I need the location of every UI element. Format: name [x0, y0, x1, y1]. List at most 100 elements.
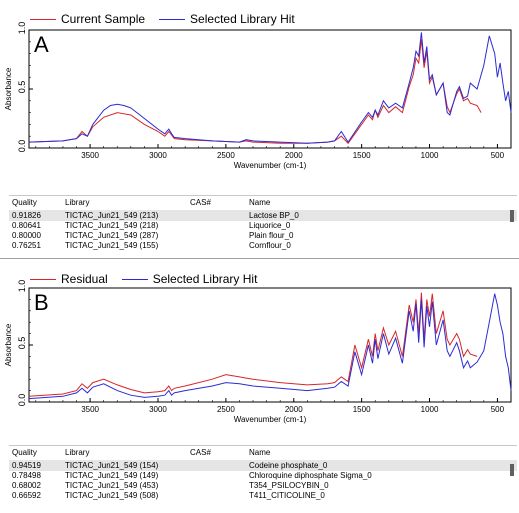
cell-cas	[187, 211, 246, 221]
table-row[interactable]: 0.91826 TICTAC_Jun21_549 (213) Lactose B…	[9, 211, 517, 221]
col-library[interactable]: Library	[65, 448, 90, 457]
y-tick-label: 0.5	[17, 81, 27, 94]
legend-swatch	[159, 18, 186, 20]
table-row[interactable]: 0.66592 TICTAC_Jun21_549 (508) T411_CITI…	[9, 491, 517, 501]
panel-divider	[0, 258, 519, 259]
y-tick-label: 1.0	[17, 280, 27, 293]
cell-library: TICTAC_Jun21_549 (149)	[65, 471, 159, 480]
panel-b: Residual Selected Library Hit 0.0 0.5 1.0 A…	[0, 260, 519, 513]
cell-cas	[187, 481, 246, 491]
cell-cas	[187, 241, 246, 251]
table-header: Quality Library CAS# Name	[9, 446, 517, 461]
x-tick-label: 1500	[353, 151, 371, 160]
panel-letter: A	[34, 32, 49, 57]
y-tick-label: 0.5	[17, 337, 27, 350]
x-tick-label: 2500	[217, 405, 235, 414]
cell-library: TICTAC_Jun21_549 (218)	[65, 221, 159, 230]
y-tick-label: 1.0	[17, 22, 27, 35]
y-axis-label: Absorbance	[4, 67, 13, 110]
x-tick-label: 1000	[421, 405, 439, 414]
col-cas[interactable]: CAS#	[190, 448, 211, 457]
table-row[interactable]: 0.80641 TICTAC_Jun21_549 (218) Liquorice…	[9, 221, 517, 231]
x-tick-label: 500	[491, 405, 505, 414]
x-axis-label: Wavenumber (cm-1)	[234, 161, 307, 170]
cell-quality: 0.94519	[12, 461, 41, 470]
x-tick-label: 1000	[421, 151, 439, 160]
cell-name: Codeine phosphate_0	[249, 461, 328, 470]
cell-name: Plain flour_0	[249, 231, 294, 240]
legend-item: Selected Library Hit	[159, 12, 295, 26]
legend-item: Residual	[30, 272, 108, 286]
cell-name: Liquorice_0	[249, 221, 291, 230]
cell-cas	[187, 461, 246, 471]
results-table: Quality Library CAS# Name 0.94519 TICTAC…	[9, 445, 517, 512]
legend-swatch	[30, 18, 56, 20]
series-line	[28, 293, 512, 400]
legend-label: Selected Library Hit	[152, 272, 258, 286]
cell-library: TICTAC_Jun21_549 (508)	[65, 491, 159, 500]
cell-quality: 0.66592	[12, 491, 41, 500]
y-tick-label: 0.0	[17, 394, 27, 407]
legend-item: Current Sample	[30, 12, 145, 26]
cell-name: T411_CITICOLINE_0	[249, 491, 325, 500]
col-quality[interactable]: Quality	[12, 198, 37, 207]
legend-swatch	[121, 278, 148, 280]
legend-swatch	[30, 278, 56, 280]
panel-a: Current Sample Selected Library Hit 0.0 0…	[0, 0, 519, 258]
cell-library: TICTAC_Jun21_549 (155)	[65, 241, 159, 250]
table-row[interactable]: 0.76251 TICTAC_Jun21_549 (155) Cornflour…	[9, 241, 517, 251]
y-tick-label: 0.0	[17, 140, 27, 153]
x-tick-label: 2000	[285, 151, 303, 160]
results-table: Quality Library CAS# Name 0.91826 TICTAC…	[9, 195, 517, 258]
cell-library: TICTAC_Jun21_549 (154)	[65, 461, 159, 470]
x-axis-label: Wavenumber (cm-1)	[234, 415, 307, 424]
cell-cas	[187, 471, 246, 481]
col-name[interactable]: Name	[249, 198, 271, 207]
cell-quality: 0.80641	[12, 221, 41, 230]
cell-library: TICTAC_Jun21_549 (453)	[65, 481, 159, 490]
table-row[interactable]: 0.94519 TICTAC_Jun21_549 (154) Codeine p…	[9, 461, 517, 471]
col-name[interactable]: Name	[249, 448, 271, 457]
cell-name: Lactose BP_0	[249, 211, 299, 220]
spectrum-chart[interactable]: 0.0 0.5 1.0 Absorbance 3500 3000 2500 2000 1500 1…	[0, 0, 519, 175]
legend-item: Selected Library Hit	[121, 272, 258, 286]
legend-label: Residual	[61, 272, 108, 286]
cell-library: TICTAC_Jun21_549 (287)	[65, 231, 159, 240]
cell-quality: 0.68002	[12, 481, 41, 490]
cell-name: T354_PSILOCYBIN_0	[249, 481, 329, 490]
table-row[interactable]: 0.78498 TICTAC_Jun21_549 (149) Chloroqui…	[9, 471, 517, 481]
legend-label: Selected Library Hit	[190, 12, 295, 26]
col-library[interactable]: Library	[65, 198, 90, 207]
y-axis-label: Absorbance	[4, 323, 13, 366]
plot-frame	[28, 29, 512, 149]
col-quality[interactable]: Quality	[12, 448, 37, 457]
x-tick-label: 500	[491, 151, 505, 160]
x-tick-label: 3500	[81, 405, 99, 414]
x-tick-label: 3000	[149, 405, 167, 414]
x-tick-label: 3000	[149, 151, 167, 160]
cell-library: TICTAC_Jun21_549 (213)	[65, 211, 159, 220]
legend: Current Sample Selected Library Hit	[30, 12, 309, 26]
legend: Residual Selected Library Hit	[30, 272, 271, 286]
cell-quality: 0.80000	[12, 231, 41, 240]
scrollbar-thumb[interactable]	[510, 464, 514, 476]
spectrum-chart[interactable]: 0.0 0.5 1.0 Absorbance 3500 3000 2500 2000 1500 1…	[0, 260, 519, 430]
x-tick-label: 1500	[353, 405, 371, 414]
col-cas[interactable]: CAS#	[190, 198, 211, 207]
cell-name: Chloroquine diphosphate Sigma_0	[249, 471, 372, 480]
x-tick-label: 2500	[217, 151, 235, 160]
cell-cas	[187, 221, 246, 231]
x-tick-label: 2000	[285, 405, 303, 414]
table-row[interactable]: 0.68002 TICTAC_Jun21_549 (453) T354_PSIL…	[9, 481, 517, 491]
cell-name: Cornflour_0	[249, 241, 291, 250]
series-line	[28, 292, 478, 397]
series-line	[28, 32, 512, 144]
cell-cas	[187, 231, 246, 241]
panel-letter: B	[34, 290, 49, 315]
cell-quality: 0.91826	[12, 211, 41, 220]
scrollbar-thumb[interactable]	[510, 210, 514, 222]
table-header: Quality Library CAS# Name	[9, 196, 517, 211]
cell-cas	[187, 491, 246, 501]
cell-quality: 0.76251	[12, 241, 41, 250]
table-row[interactable]: 0.80000 TICTAC_Jun21_549 (287) Plain flo…	[9, 231, 517, 241]
